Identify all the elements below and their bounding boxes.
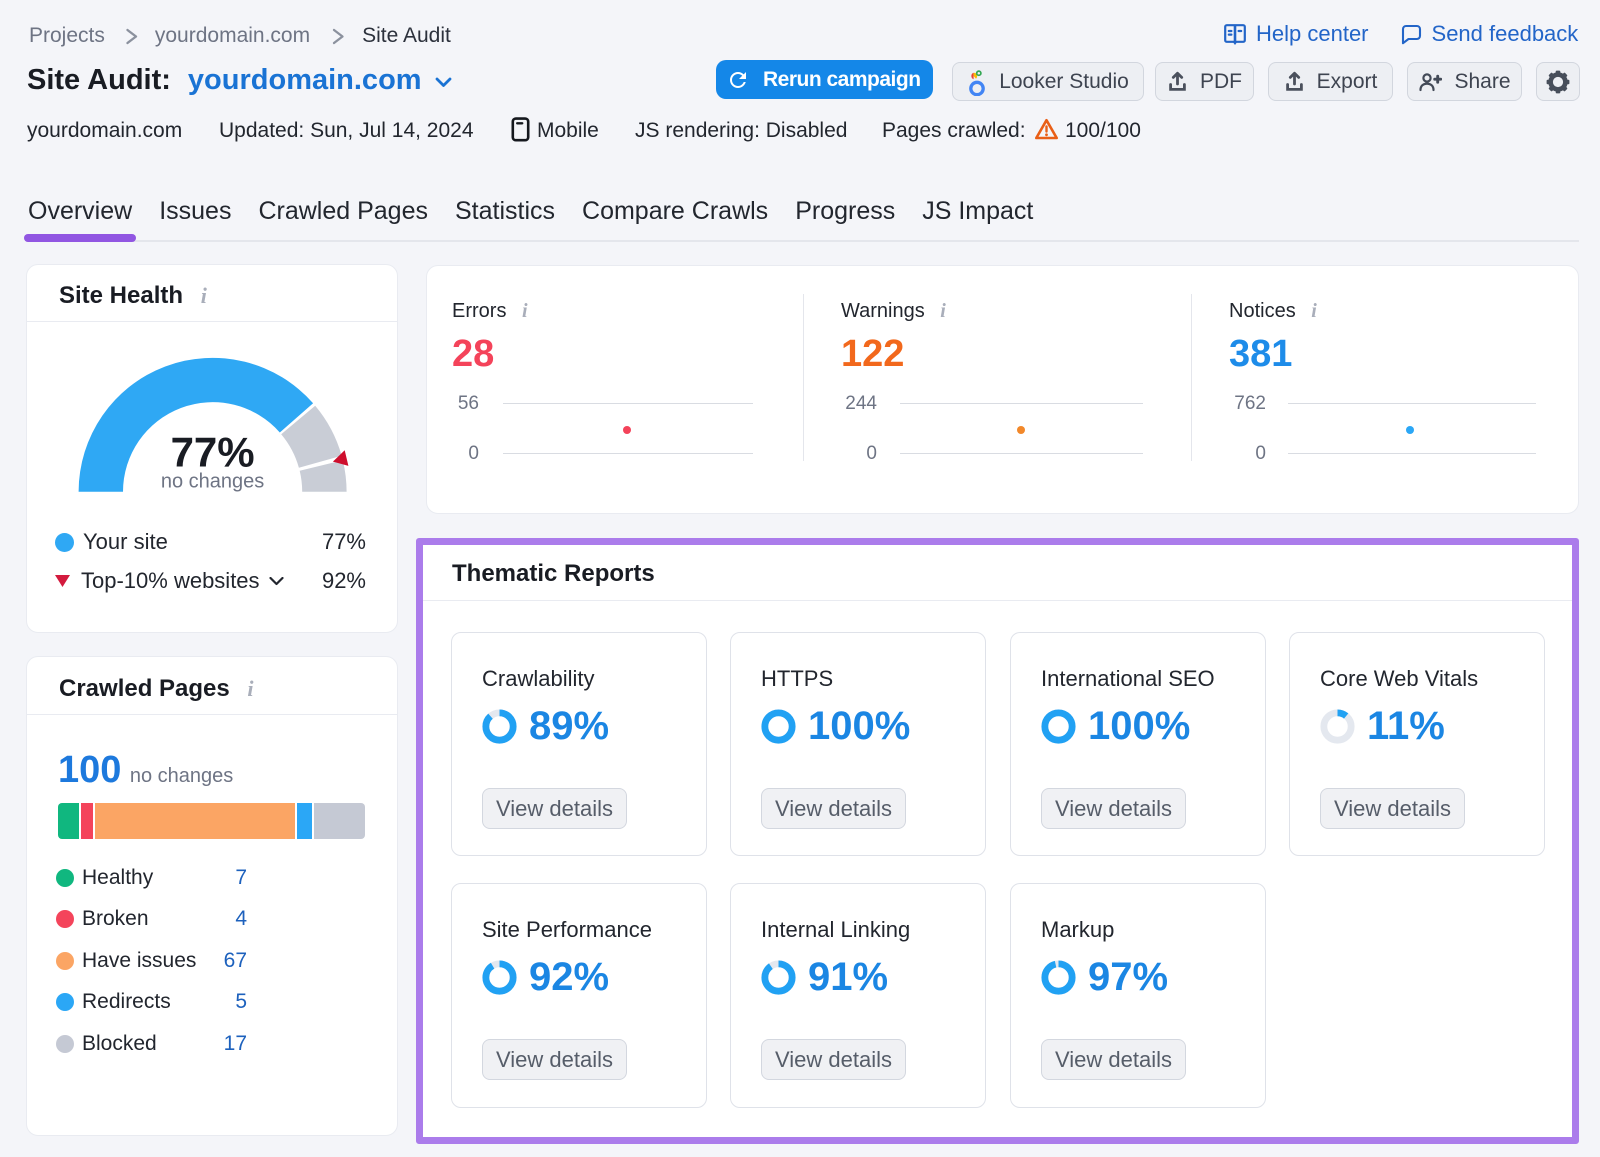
svg-text:no changes: no changes xyxy=(161,471,264,493)
svg-text:77%: 77% xyxy=(171,429,255,476)
